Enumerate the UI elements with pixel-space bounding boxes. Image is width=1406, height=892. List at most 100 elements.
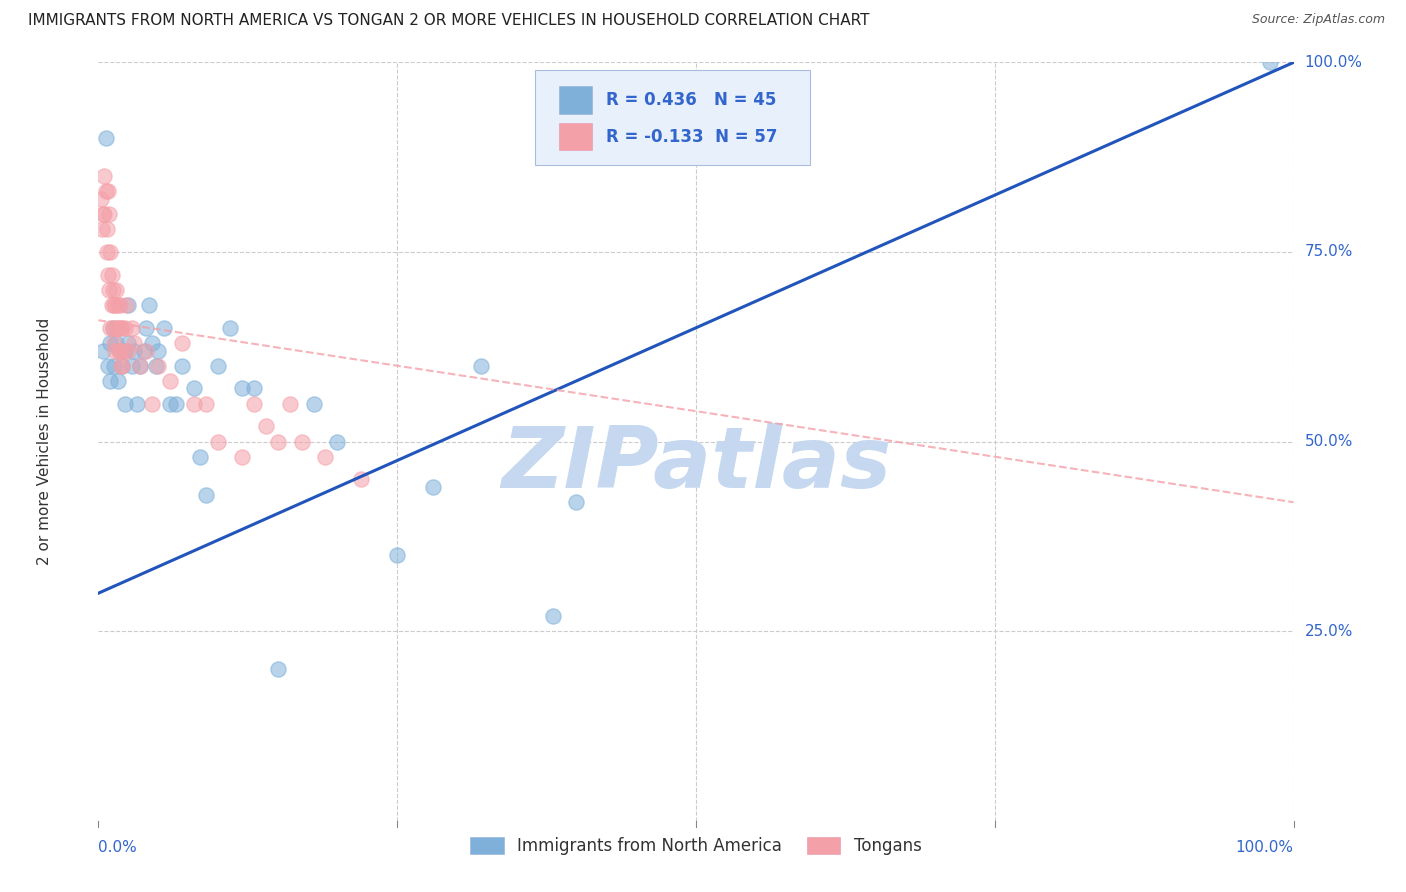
Point — [231, 450, 253, 464]
Point — [129, 359, 152, 373]
Point — [107, 320, 129, 334]
Point — [172, 335, 194, 350]
Point — [124, 335, 146, 350]
Text: 25.0%: 25.0% — [1305, 624, 1353, 639]
Point — [243, 396, 266, 410]
Point — [98, 335, 122, 350]
Point — [91, 343, 114, 358]
Point — [108, 298, 131, 312]
Point — [105, 283, 128, 297]
Point — [254, 419, 277, 434]
Point — [96, 222, 118, 236]
Point — [100, 298, 122, 312]
Point — [159, 396, 181, 410]
Text: 100.0%: 100.0% — [1305, 55, 1362, 70]
Point — [114, 396, 136, 410]
Point — [97, 268, 120, 282]
Point — [101, 320, 124, 334]
Point — [326, 434, 349, 449]
Point — [97, 184, 120, 198]
Point — [107, 343, 129, 358]
Text: R = -0.133  N = 57: R = -0.133 N = 57 — [606, 128, 778, 145]
Point — [93, 169, 115, 184]
Point — [111, 320, 134, 334]
Point — [188, 450, 211, 464]
Point — [105, 335, 128, 350]
Point — [105, 320, 128, 334]
Point — [104, 298, 127, 312]
Point — [141, 396, 163, 410]
Point — [117, 343, 139, 358]
Point — [243, 382, 266, 396]
Legend: Immigrants from North America, Tongans: Immigrants from North America, Tongans — [464, 830, 928, 862]
Point — [148, 343, 170, 358]
Point — [278, 396, 301, 410]
Point — [101, 283, 124, 297]
Point — [103, 359, 125, 373]
Point — [129, 359, 152, 373]
Text: 50.0%: 50.0% — [1305, 434, 1353, 449]
Point — [195, 396, 218, 410]
Point — [135, 320, 157, 334]
Point — [91, 207, 114, 221]
Point — [231, 382, 253, 396]
Point — [107, 298, 129, 312]
Text: 75.0%: 75.0% — [1305, 244, 1353, 260]
Point — [97, 359, 120, 373]
Point — [114, 320, 136, 334]
Point — [93, 207, 115, 221]
Point — [107, 320, 129, 334]
Point — [121, 320, 143, 334]
Point — [135, 343, 157, 358]
Point — [98, 283, 121, 297]
Point — [159, 374, 181, 388]
Point — [267, 434, 290, 449]
Point — [100, 268, 122, 282]
Point — [121, 359, 143, 373]
Point — [111, 359, 134, 373]
Point — [302, 396, 325, 410]
Point — [98, 207, 121, 221]
Point — [207, 434, 229, 449]
Point — [541, 608, 564, 623]
Point — [110, 359, 132, 373]
Point — [138, 298, 160, 312]
Point — [315, 450, 337, 464]
Point — [565, 495, 588, 509]
Point — [94, 184, 117, 198]
Point — [117, 298, 139, 312]
Point — [183, 382, 205, 396]
Point — [98, 244, 122, 259]
Point — [94, 131, 117, 145]
Point — [115, 298, 138, 312]
Point — [165, 396, 187, 410]
Point — [111, 359, 134, 373]
Text: IMMIGRANTS FROM NORTH AMERICA VS TONGAN 2 OR MORE VEHICLES IN HOUSEHOLD CORRELAT: IMMIGRANTS FROM NORTH AMERICA VS TONGAN … — [28, 13, 870, 29]
Point — [124, 343, 146, 358]
Point — [112, 343, 135, 358]
Text: 2 or more Vehicles in Household: 2 or more Vehicles in Household — [37, 318, 52, 566]
Text: ZIPatlas: ZIPatlas — [501, 423, 891, 506]
Point — [422, 480, 444, 494]
Point — [103, 298, 125, 312]
Text: R = 0.436   N = 45: R = 0.436 N = 45 — [606, 91, 776, 109]
Point — [350, 473, 373, 487]
Point — [470, 359, 492, 373]
Text: 100.0%: 100.0% — [1236, 839, 1294, 855]
Point — [101, 320, 124, 334]
Point — [183, 396, 205, 410]
FancyBboxPatch shape — [534, 70, 810, 165]
Point — [125, 396, 148, 410]
Text: Source: ZipAtlas.com: Source: ZipAtlas.com — [1251, 13, 1385, 27]
Point — [96, 244, 118, 259]
Point — [153, 320, 176, 334]
Point — [103, 335, 125, 350]
Point — [219, 320, 242, 334]
FancyBboxPatch shape — [558, 123, 592, 151]
Point — [1258, 55, 1281, 70]
Point — [141, 335, 163, 350]
Point — [172, 359, 194, 373]
Text: 0.0%: 0.0% — [98, 839, 138, 855]
Point — [117, 335, 139, 350]
Point — [114, 343, 136, 358]
